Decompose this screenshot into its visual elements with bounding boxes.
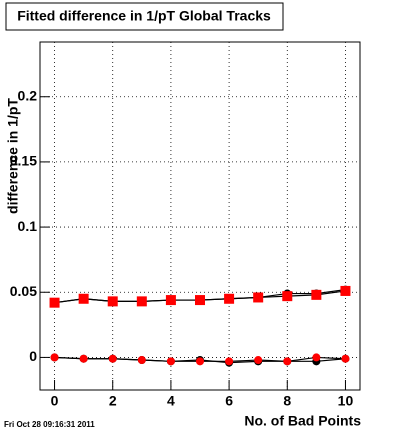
y-axis-label: difference in 1/pT: [5, 98, 21, 214]
chart-title: Fitted difference in 1/pT Global Tracks: [17, 8, 271, 24]
marker: [195, 295, 205, 306]
marker: [49, 297, 60, 308]
y-tick-label: 0.1: [18, 218, 38, 234]
x-tick-label: 4: [167, 393, 175, 409]
x-tick-label: 2: [109, 393, 117, 409]
marker: [196, 357, 204, 366]
x-axis-label: No. of Bad Points: [244, 413, 361, 429]
y-tick-label: 0.2: [18, 87, 38, 103]
plot-frame: [39, 41, 361, 391]
marker: [312, 353, 321, 362]
marker: [311, 289, 322, 300]
marker: [137, 356, 146, 365]
marker: [225, 357, 234, 366]
marker: [253, 292, 264, 303]
y-tick-label: 0: [29, 348, 37, 364]
marker: [79, 354, 88, 363]
marker: [50, 353, 59, 362]
marker: [165, 295, 176, 306]
marker: [107, 296, 118, 307]
marker: [282, 291, 293, 302]
marker: [78, 293, 89, 304]
y-tick-label: 0.15: [10, 153, 37, 169]
marker: [224, 293, 235, 304]
footer: Fri Oct 28 09:16:31 2011: [4, 420, 95, 429]
title-box: [5, 2, 284, 31]
x-tick-label: 10: [338, 393, 354, 409]
x-tick-label: 8: [283, 393, 291, 409]
y-tick-label: 0.05: [10, 283, 37, 299]
marker: [341, 354, 350, 363]
marker: [136, 296, 147, 307]
marker: [254, 356, 263, 365]
x-tick-label: 0: [51, 393, 59, 409]
marker: [108, 354, 117, 363]
marker: [166, 357, 175, 366]
marker: [283, 357, 292, 366]
marker: [340, 285, 351, 296]
x-tick-label: 6: [225, 393, 233, 409]
